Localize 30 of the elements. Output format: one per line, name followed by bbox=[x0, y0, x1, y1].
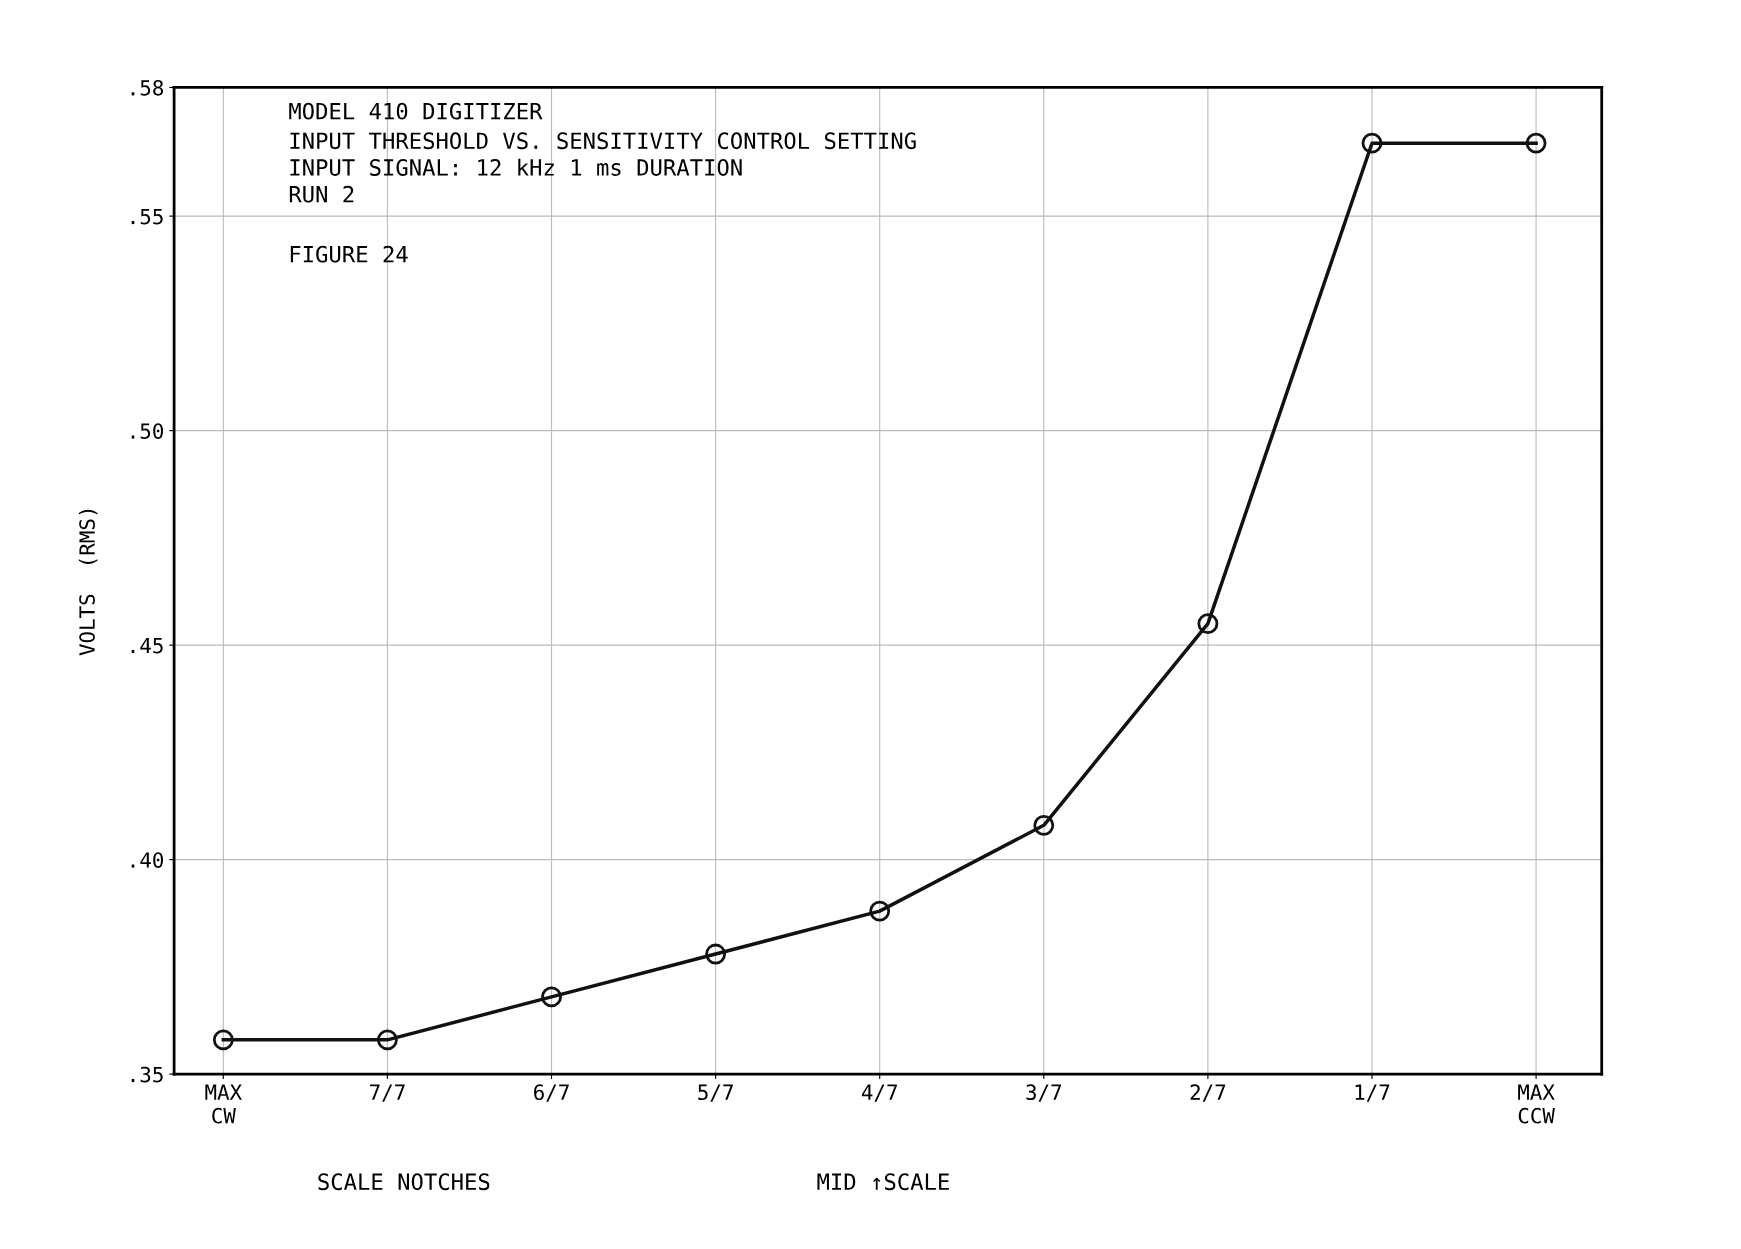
y-tick-label: .50 bbox=[131, 423, 164, 439]
text: MID ↑SCALE bbox=[817, 1173, 949, 1191]
y-axis-title: VOLTS (RMS) bbox=[78, 509, 98, 656]
text: SCALE NOTCHES bbox=[318, 1173, 490, 1191]
text: MODEL 410 DIGITIZER bbox=[289, 102, 543, 120]
point bbox=[1361, 132, 1383, 154]
x-tick-label: 1/7 bbox=[1355, 1084, 1390, 1102]
x-tick-label: 4/7 bbox=[861, 1084, 897, 1102]
x-tick-label: 6/7 bbox=[534, 1084, 569, 1102]
x-tick-label: 3/7 bbox=[1026, 1084, 1062, 1102]
x-tick-label: MAX CW bbox=[205, 1084, 242, 1124]
y-tick-label: .45 bbox=[131, 637, 163, 654]
point bbox=[212, 1029, 234, 1051]
x-tick-label: MAX CCW bbox=[1518, 1084, 1555, 1124]
y-tick-label: .40 bbox=[131, 852, 164, 868]
point bbox=[1197, 613, 1219, 635]
y-tick-label: .58 bbox=[131, 79, 164, 96]
x-tick-label: 5/7 bbox=[698, 1084, 733, 1102]
point bbox=[1033, 814, 1055, 836]
annotation: FIGURE 24 bbox=[290, 245, 408, 263]
point bbox=[869, 900, 891, 922]
point bbox=[541, 986, 562, 1008]
y-tick-label: .55 bbox=[131, 208, 163, 225]
point bbox=[377, 1029, 398, 1051]
point bbox=[705, 943, 727, 965]
point bbox=[1525, 132, 1547, 154]
x-tick-label: 7/7 bbox=[370, 1084, 405, 1102]
x-tick-label: 2/7 bbox=[1190, 1084, 1226, 1102]
y-tick-label: .35 bbox=[131, 1066, 163, 1083]
text: INPUT THRESHOLD VS. SENSITIVITY CONTROL SETTING INPUT SIGNAL: 12 kHz 1 ms DURATION RUN 2 bbox=[289, 132, 916, 203]
